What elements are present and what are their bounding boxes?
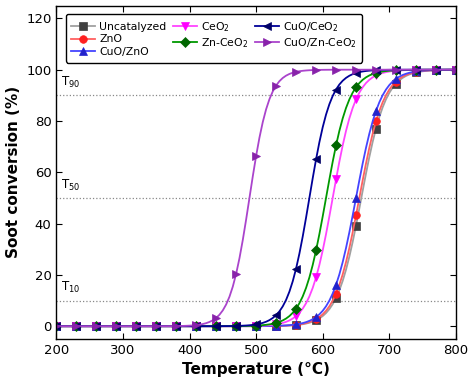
ZnO bbox=[223, 324, 229, 329]
Text: T$_{10}$: T$_{10}$ bbox=[61, 280, 80, 295]
Text: T$_{90}$: T$_{90}$ bbox=[61, 75, 80, 90]
ZnO bbox=[427, 68, 432, 73]
ZnO bbox=[147, 324, 153, 329]
CuO/ZnO bbox=[147, 324, 153, 329]
CuO/ZnO bbox=[93, 324, 99, 329]
CuO/ZnO bbox=[323, 304, 329, 309]
CuO/CeO$_2$ bbox=[54, 324, 59, 329]
CuO/CeO$_2$ bbox=[453, 67, 459, 72]
Line: CuO/ZnO: CuO/ZnO bbox=[53, 66, 460, 330]
CuO/Zn-CeO$_2$ bbox=[303, 68, 309, 73]
Uncatalyzed bbox=[223, 324, 229, 329]
Y-axis label: Soot conversion (%): Soot conversion (%) bbox=[6, 86, 20, 259]
Uncatalyzed bbox=[54, 324, 59, 329]
CeO$_2$ bbox=[54, 324, 59, 329]
CuO/CeO$_2$ bbox=[147, 324, 153, 329]
Line: CeO$_2$: CeO$_2$ bbox=[53, 66, 460, 330]
CuO/CeO$_2$ bbox=[303, 215, 309, 220]
CuO/ZnO bbox=[453, 67, 459, 72]
CuO/Zn-CeO$_2$ bbox=[453, 67, 459, 72]
Line: CuO/CeO$_2$: CuO/CeO$_2$ bbox=[53, 66, 460, 330]
Uncatalyzed bbox=[453, 67, 459, 72]
CuO/CeO$_2$ bbox=[93, 324, 99, 329]
Zn-CeO$_2$ bbox=[147, 324, 153, 329]
CuO/Zn-CeO$_2$ bbox=[323, 67, 329, 72]
CeO$_2$ bbox=[453, 67, 459, 72]
CuO/Zn-CeO$_2$ bbox=[147, 324, 153, 329]
Uncatalyzed bbox=[303, 321, 309, 326]
CeO$_2$ bbox=[223, 324, 229, 329]
ZnO bbox=[323, 308, 329, 313]
Zn-CeO$_2$ bbox=[303, 286, 309, 290]
CeO$_2$ bbox=[93, 324, 99, 329]
CeO$_2$ bbox=[147, 324, 153, 329]
CuO/CeO$_2$ bbox=[223, 324, 229, 328]
ZnO bbox=[93, 324, 99, 329]
Uncatalyzed bbox=[323, 311, 329, 315]
Zn-CeO$_2$ bbox=[54, 324, 59, 329]
Zn-CeO$_2$ bbox=[427, 67, 432, 72]
CuO/ZnO bbox=[427, 68, 432, 73]
Uncatalyzed bbox=[147, 324, 153, 329]
CuO/CeO$_2$ bbox=[323, 112, 329, 117]
Legend: Uncatalyzed, ZnO, CuO/ZnO, CeO$_2$, Zn-CeO$_2$, CuO/CeO$_2$, CuO/Zn-CeO$_2$: Uncatalyzed, ZnO, CuO/ZnO, CeO$_2$, Zn-C… bbox=[66, 14, 363, 62]
ZnO bbox=[303, 321, 309, 326]
Line: Zn-CeO$_2$: Zn-CeO$_2$ bbox=[53, 66, 460, 330]
Zn-CeO$_2$ bbox=[223, 324, 229, 329]
CuO/CeO$_2$ bbox=[427, 67, 432, 72]
Line: Uncatalyzed: Uncatalyzed bbox=[53, 66, 460, 330]
CeO$_2$ bbox=[323, 232, 329, 236]
X-axis label: Temperature (°C): Temperature (°C) bbox=[182, 362, 330, 377]
CeO$_2$ bbox=[303, 301, 309, 306]
CuO/Zn-CeO$_2$ bbox=[427, 67, 432, 72]
Uncatalyzed bbox=[427, 68, 432, 73]
CeO$_2$ bbox=[427, 67, 432, 72]
Uncatalyzed bbox=[93, 324, 99, 329]
CuO/Zn-CeO$_2$ bbox=[93, 324, 99, 329]
CuO/ZnO bbox=[54, 324, 59, 329]
ZnO bbox=[453, 67, 459, 72]
Text: T$_{50}$: T$_{50}$ bbox=[61, 178, 80, 193]
Line: ZnO: ZnO bbox=[53, 66, 460, 330]
Zn-CeO$_2$ bbox=[453, 67, 459, 72]
CuO/ZnO bbox=[223, 324, 229, 329]
Line: CuO/Zn-CeO$_2$: CuO/Zn-CeO$_2$ bbox=[53, 66, 460, 330]
CuO/Zn-CeO$_2$ bbox=[54, 324, 59, 329]
ZnO bbox=[54, 324, 59, 329]
CuO/ZnO bbox=[303, 320, 309, 324]
Zn-CeO$_2$ bbox=[93, 324, 99, 329]
CuO/Zn-CeO$_2$ bbox=[223, 302, 229, 307]
Zn-CeO$_2$ bbox=[323, 196, 329, 200]
